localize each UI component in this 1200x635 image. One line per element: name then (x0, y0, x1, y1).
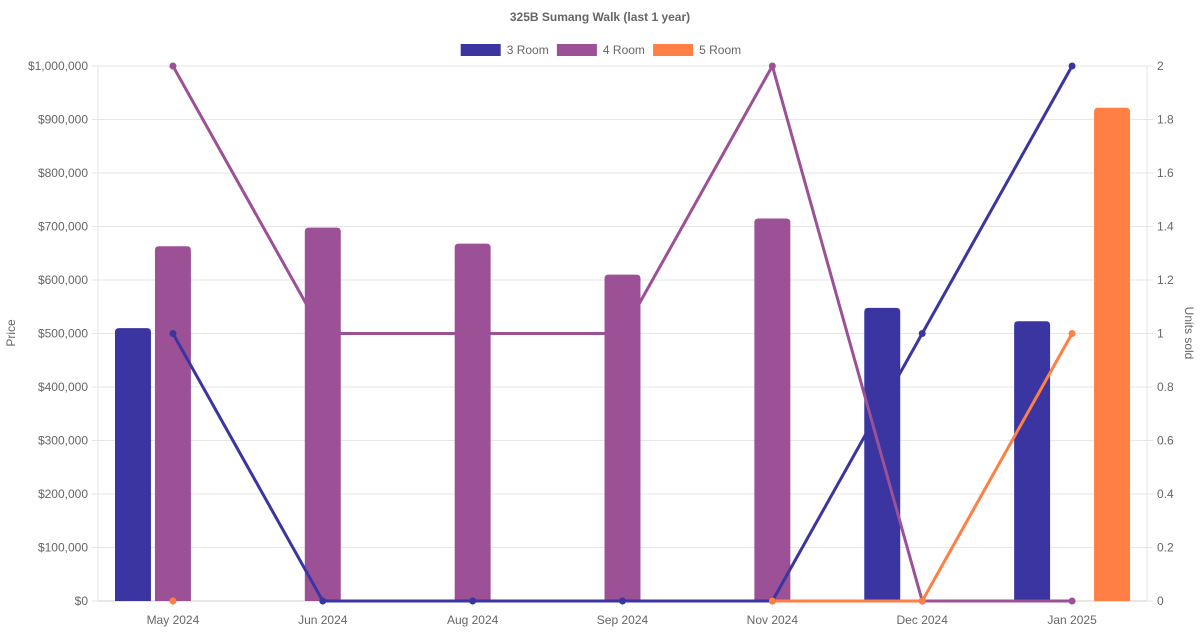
y2-tick-label: 0 (1157, 594, 1164, 608)
y-axis-ticks: $0 $100,000 $200,000 $300,000 $400,000 $500,0… (28, 59, 88, 608)
legend-label: 5 Room (699, 43, 741, 57)
legend-label: 4 Room (603, 43, 645, 57)
legend[interactable]: 3 Room 4 Room 5 Room (460, 43, 741, 57)
y2-tick-label: 0.4 (1157, 487, 1174, 501)
y2-tick-label: 1.6 (1157, 166, 1174, 180)
legend-label: 3 Room (507, 43, 549, 57)
x-tick-label: Jan 2025 (1047, 613, 1097, 627)
unit-points (169, 62, 1076, 605)
series-point (1068, 597, 1076, 605)
bar (304, 227, 341, 601)
series-point (169, 62, 177, 70)
y2-tick-label: 0.6 (1157, 434, 1174, 448)
series-point (469, 330, 477, 337)
series-point (1068, 330, 1076, 337)
series-point (918, 330, 926, 337)
y2-tick-label: 1.2 (1157, 273, 1174, 287)
bar (1014, 321, 1051, 601)
x-tick-label: Dec 2024 (897, 613, 949, 627)
series-point (319, 330, 327, 337)
series-point (169, 597, 177, 605)
y2-tick-label: 0.8 (1157, 380, 1174, 394)
legend-swatch (653, 44, 694, 56)
y-tick-label: $0 (75, 594, 89, 608)
y-tick-label: $500,000 (38, 327, 88, 341)
x-axis-ticks: May 2024 Jun 2024 Aug 2024 Sep 2024 Nov 2024… (147, 613, 1098, 627)
legend-swatch (460, 44, 501, 56)
x-tick-label: Aug 2024 (447, 613, 499, 627)
series-point (619, 330, 626, 337)
chart-title: 325B Sumang Walk (last 1 year) (510, 10, 690, 24)
y-tick-label: $400,000 (38, 380, 88, 394)
y-tick-label: $1,000,000 (28, 59, 88, 73)
bars (114, 107, 1131, 602)
y-tick-label: $300,000 (38, 434, 88, 448)
x-tick-label: Jun 2024 (298, 613, 348, 627)
series-point (918, 597, 926, 605)
bar (454, 243, 491, 601)
y-tick-label: $100,000 (38, 541, 88, 555)
y2-tick-label: 2 (1157, 59, 1164, 73)
y2-tick-label: 1.4 (1157, 220, 1174, 234)
x-tick-label: May 2024 (147, 613, 200, 627)
y2-axis-label: Units sold (1182, 307, 1196, 360)
series-point (469, 597, 477, 605)
bar (1094, 107, 1131, 601)
bar (154, 246, 191, 602)
bar (754, 218, 791, 601)
y2-axis-ticks: 0 0.2 0.4 0.6 0.8 1 1.2 1.4 1.6 1.8 2 (1157, 59, 1174, 608)
series-point (319, 597, 327, 605)
y2-tick-label: 0.2 (1157, 541, 1174, 555)
y2-tick-label: 1.8 (1157, 113, 1174, 127)
series-point (169, 330, 177, 337)
series-point (768, 597, 776, 605)
bar (114, 328, 151, 601)
legend-swatch (556, 44, 597, 56)
series-point (1068, 62, 1076, 70)
series-point (619, 597, 626, 605)
series-point (768, 62, 776, 70)
x-tick-label: Sep 2024 (597, 613, 649, 627)
y2-tick-label: 1 (1157, 327, 1164, 341)
bar (604, 274, 641, 601)
y-tick-label: $900,000 (38, 113, 88, 127)
x-tick-label: Nov 2024 (747, 613, 799, 627)
y-tick-label: $600,000 (38, 273, 88, 287)
y-tick-label: $800,000 (38, 166, 88, 180)
y-axis-label: Price (4, 319, 18, 347)
y-tick-label: $700,000 (38, 220, 88, 234)
y-tick-label: $200,000 (38, 487, 88, 501)
